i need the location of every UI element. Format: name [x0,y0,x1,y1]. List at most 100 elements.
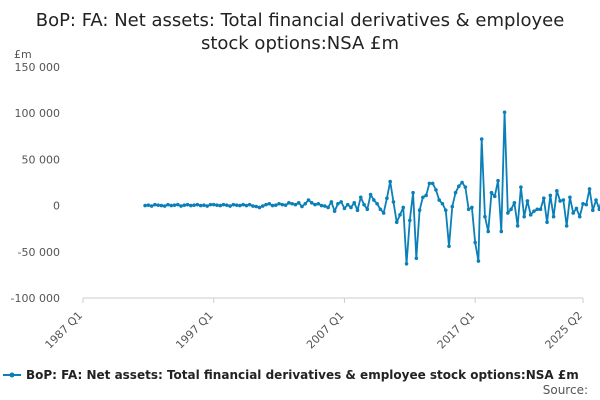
data-point [568,195,572,200]
y-tick-label: -100 000 [11,292,60,305]
data-point [581,201,585,206]
data-point [591,208,595,213]
data-point [358,195,363,200]
data-point [238,203,242,208]
data-point [241,202,245,207]
data-point [460,180,464,185]
data-point [555,189,559,193]
data-point [309,201,314,205]
data-point [427,181,432,186]
data-point [597,207,600,212]
data-point [211,202,216,207]
data-point [506,211,510,215]
data-point [528,213,533,217]
data-point [169,203,174,208]
y-tick-label: -50 000 [18,246,60,259]
data-point [479,137,484,141]
data-point [587,187,592,191]
data-point [443,208,448,213]
data-point [313,202,317,207]
data-point [515,224,520,228]
y-tick-label: 150 000 [15,61,61,74]
data-point [486,229,491,234]
data-point [411,190,415,195]
y-axis-unit-label: £m [14,48,32,61]
data-point [463,185,468,189]
data-point [574,206,579,211]
chart-title-line-2: stock options:NSA £m [201,33,399,54]
data-point [153,202,157,207]
data-point [290,201,294,206]
data-point [234,203,239,207]
legend-swatch-marker [9,372,15,378]
data-point [535,207,540,212]
data-point [408,218,412,223]
data-point [231,202,236,207]
data-point [473,240,477,245]
source-label: Source: [543,383,588,397]
data-point [185,202,190,207]
data-point [368,192,373,197]
data-point [349,205,353,210]
data-point [372,198,376,202]
data-point [300,204,304,209]
data-point [247,202,252,207]
data-point [208,202,213,207]
data-point [401,205,406,210]
chart-title-line-1: BoP: FA: Net assets: Total financial der… [36,10,565,31]
data-point [306,198,311,202]
data-point [166,202,170,207]
data-point [221,202,226,207]
data-point [447,244,451,249]
data-point [394,220,399,225]
data-point [492,194,497,199]
data-point [146,203,151,207]
data-point [352,201,357,205]
y-tick-label: 100 000 [15,107,61,120]
data-point [365,207,370,212]
data-point [198,203,203,208]
data-point [385,196,389,201]
data-point [489,190,494,195]
data-point [378,207,383,212]
data-point [577,214,582,219]
data-point [215,203,219,207]
data-point [316,201,321,206]
data-point [522,214,526,219]
data-point [430,181,435,186]
data-point [205,204,209,208]
plot-area [143,110,600,266]
data-point [434,188,438,192]
data-point [179,204,183,208]
data-point [466,207,471,212]
data-point [584,202,589,207]
data-point [329,200,334,204]
data-point [175,202,180,207]
data-point [509,207,513,212]
data-point [293,202,298,207]
legend: BoP: FA: Net assets: Total financial der… [3,368,579,382]
data-point [162,204,167,208]
x-tick-label: 1997 Q1 [173,309,216,352]
data-point [283,203,288,207]
data-point [512,201,517,205]
data-point [218,203,223,208]
data-point [195,202,200,207]
legend-series-label: BoP: FA: Net assets: Total financial der… [26,368,579,382]
data-point [303,201,308,206]
data-point [388,179,392,184]
x-tick-label: 1987 Q1 [43,309,86,352]
data-point [496,178,500,183]
data-point [274,203,278,207]
data-point [224,203,229,207]
data-point [277,201,281,206]
data-point [202,203,206,207]
x-tick-label: 2007 Q1 [304,309,347,352]
data-point [332,209,337,213]
data-point [470,205,474,210]
data-point [594,198,598,202]
data-point [326,205,330,210]
data-point [532,209,536,213]
x-axis: 1987 Q1 1997 Q1 2007 Q1 2017 Q1 2025 Q2 [43,297,585,352]
